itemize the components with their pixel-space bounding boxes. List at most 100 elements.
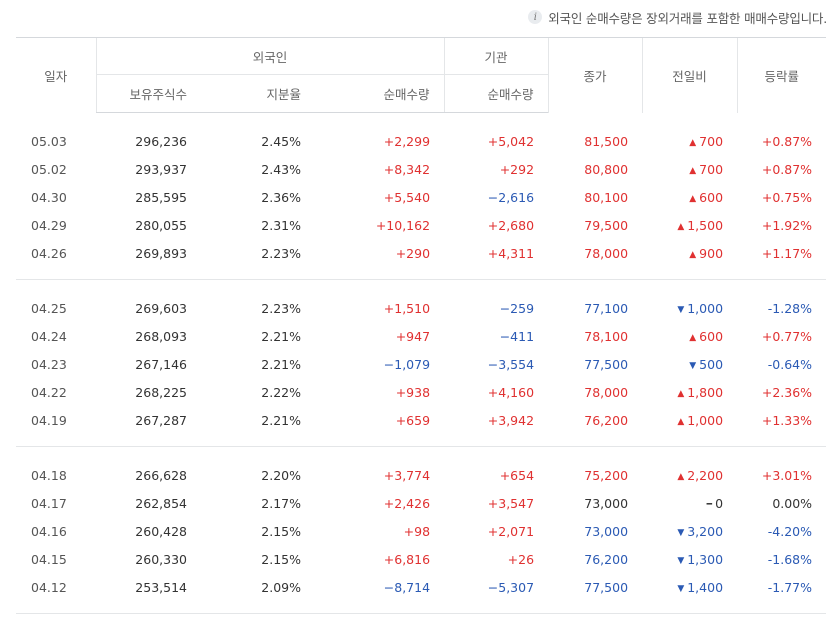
holdings-cell: 267,287: [135, 412, 187, 428]
rate-cell: +0.87%: [761, 133, 813, 149]
close-cell: 79,500: [584, 217, 629, 233]
date-cell: 04.26: [31, 245, 67, 261]
table-row: 04.12 253,514 2.09% −8,714 −5,307 77,500 ▼ 1,40…: [16, 573, 826, 601]
rate-cell: +0.77%: [761, 328, 813, 344]
change-cell: ▲ 2,200: [642, 461, 737, 489]
ratio-cell: 2.43%: [261, 161, 301, 177]
foreign-net-cell: +8,342: [383, 161, 431, 177]
change-value: 1,000: [687, 412, 724, 428]
header-change: 전일비: [641, 37, 738, 113]
change-value: 1,000: [687, 300, 724, 316]
notice-text: 외국인 순매수량은 장외거래를 포함한 매매수량입니다.: [548, 10, 827, 26]
foreign-net-cell: +1,510: [383, 300, 431, 316]
holdings-cell: 293,937: [135, 161, 187, 177]
rate-cell: +0.87%: [761, 161, 813, 177]
close-cell: 77,500: [584, 356, 629, 372]
foreign-net-cell: +938: [395, 384, 431, 400]
table-row: 04.18 266,628 2.20% +3,774 +654 75,200 ▲ 2,200 +…: [16, 461, 826, 489]
foreign-net-cell: +659: [395, 412, 431, 428]
header-foreign-net: 순매수량: [315, 74, 445, 113]
date-cell: 05.02: [31, 161, 67, 177]
rate-cell: +0.75%: [761, 189, 813, 205]
change-value: 600: [699, 328, 724, 344]
notice: i 외국인 순매수량은 장외거래를 포함한 매매수량입니다.: [528, 0, 827, 34]
change-value: 0: [715, 495, 724, 511]
rate-cell: 0.00%: [772, 495, 813, 511]
institution-net-cell: +2,071: [487, 523, 535, 539]
change-value: 600: [699, 189, 724, 205]
ratio-cell: 2.21%: [261, 328, 301, 344]
header-institution-group: 기관: [443, 37, 549, 75]
change-value: 2,200: [687, 467, 724, 483]
holdings-cell: 260,428: [135, 523, 187, 539]
up-arrow-icon: ▲: [689, 193, 697, 204]
rate-cell: -4.20%: [767, 523, 813, 539]
foreign-net-cell: +947: [395, 328, 431, 344]
table-row: 04.22 268,225 2.22% +938 +4,160 78,000 ▲ 1,800 +…: [16, 378, 826, 406]
close-cell: 78,000: [584, 245, 629, 261]
rate-cell: -0.64%: [767, 356, 813, 372]
institution-net-cell: +654: [499, 467, 535, 483]
ratio-cell: 2.20%: [261, 467, 301, 483]
foreign-net-cell: +5,540: [383, 189, 431, 205]
change-cell: ━ 0: [642, 489, 737, 517]
change-value: 1,500: [687, 217, 724, 233]
date-cell: 04.12: [31, 579, 67, 595]
rate-cell: +3.01%: [761, 467, 813, 483]
header-foreign-group: 외국인: [95, 37, 445, 75]
institution-net-cell: −3,554: [487, 356, 535, 372]
ratio-cell: 2.45%: [261, 133, 301, 149]
institution-net-cell: +3,547: [487, 495, 535, 511]
ratio-cell: 2.31%: [261, 217, 301, 233]
holdings-cell: 260,330: [135, 551, 187, 567]
close-cell: 76,200: [584, 551, 629, 567]
close-cell: 73,000: [584, 523, 629, 539]
date-cell: 04.16: [31, 523, 67, 539]
down-arrow-icon: ▼: [689, 360, 697, 371]
table-row: 04.23 267,146 2.21% −1,079 −3,554 77,500 ▼ 500 -…: [16, 350, 826, 378]
date-cell: 04.29: [31, 217, 67, 233]
up-arrow-icon: ▲: [677, 471, 685, 482]
change-cell: ▲ 700: [642, 155, 737, 183]
table-row: 05.02 293,937 2.43% +8,342 +292 80,800 ▲ 700 +0.…: [16, 155, 826, 183]
close-cell: 78,000: [584, 384, 629, 400]
close-cell: 77,500: [584, 579, 629, 595]
table-row: 04.24 268,093 2.21% +947 −411 78,100 ▲ 600 +0.77…: [16, 322, 826, 350]
change-cell: ▼ 3,200: [642, 517, 737, 545]
foreign-net-cell: −8,714: [383, 579, 431, 595]
change-cell: ▲ 1,500: [642, 211, 737, 239]
change-value: 700: [699, 161, 724, 177]
date-cell: 04.24: [31, 328, 67, 344]
close-cell: 77,100: [584, 300, 629, 316]
close-cell: 73,000: [584, 495, 629, 511]
date-cell: 05.03: [31, 133, 67, 149]
foreign-net-cell: +3,774: [383, 467, 431, 483]
down-arrow-icon: ▼: [677, 304, 685, 315]
change-cell: ▲ 600: [642, 183, 737, 211]
change-value: 1,400: [687, 579, 724, 595]
ratio-cell: 2.23%: [261, 245, 301, 261]
header-close: 종가: [547, 37, 643, 113]
table-row: 04.26 269,893 2.23% +290 +4,311 78,000 ▲ 900 +1.…: [16, 239, 826, 267]
foreign-net-cell: −1,079: [383, 356, 431, 372]
institution-net-cell: +2,680: [487, 217, 535, 233]
ratio-cell: 2.21%: [261, 356, 301, 372]
holdings-cell: 280,055: [135, 217, 187, 233]
group-divider: [16, 267, 827, 280]
close-cell: 76,200: [584, 412, 629, 428]
group-spacer: [16, 280, 826, 295]
table-row: 04.19 267,287 2.21% +659 +3,942 76,200 ▲ 1,000 +…: [16, 406, 826, 434]
header-date: 일자: [16, 37, 96, 113]
rate-cell: -1.28%: [767, 300, 813, 316]
close-cell: 75,200: [584, 467, 629, 483]
institution-net-cell: +292: [499, 161, 535, 177]
ratio-cell: 2.21%: [261, 412, 301, 428]
foreign-net-cell: +2,426: [383, 495, 431, 511]
rate-cell: +2.36%: [761, 384, 813, 400]
info-icon[interactable]: i: [528, 10, 543, 24]
holdings-cell: 269,603: [135, 300, 187, 316]
rate-cell: +1.33%: [761, 412, 813, 428]
change-cell: ▲ 1,800: [642, 378, 737, 406]
foreign-net-cell: +2,299: [383, 133, 431, 149]
close-cell: 81,500: [584, 133, 629, 149]
